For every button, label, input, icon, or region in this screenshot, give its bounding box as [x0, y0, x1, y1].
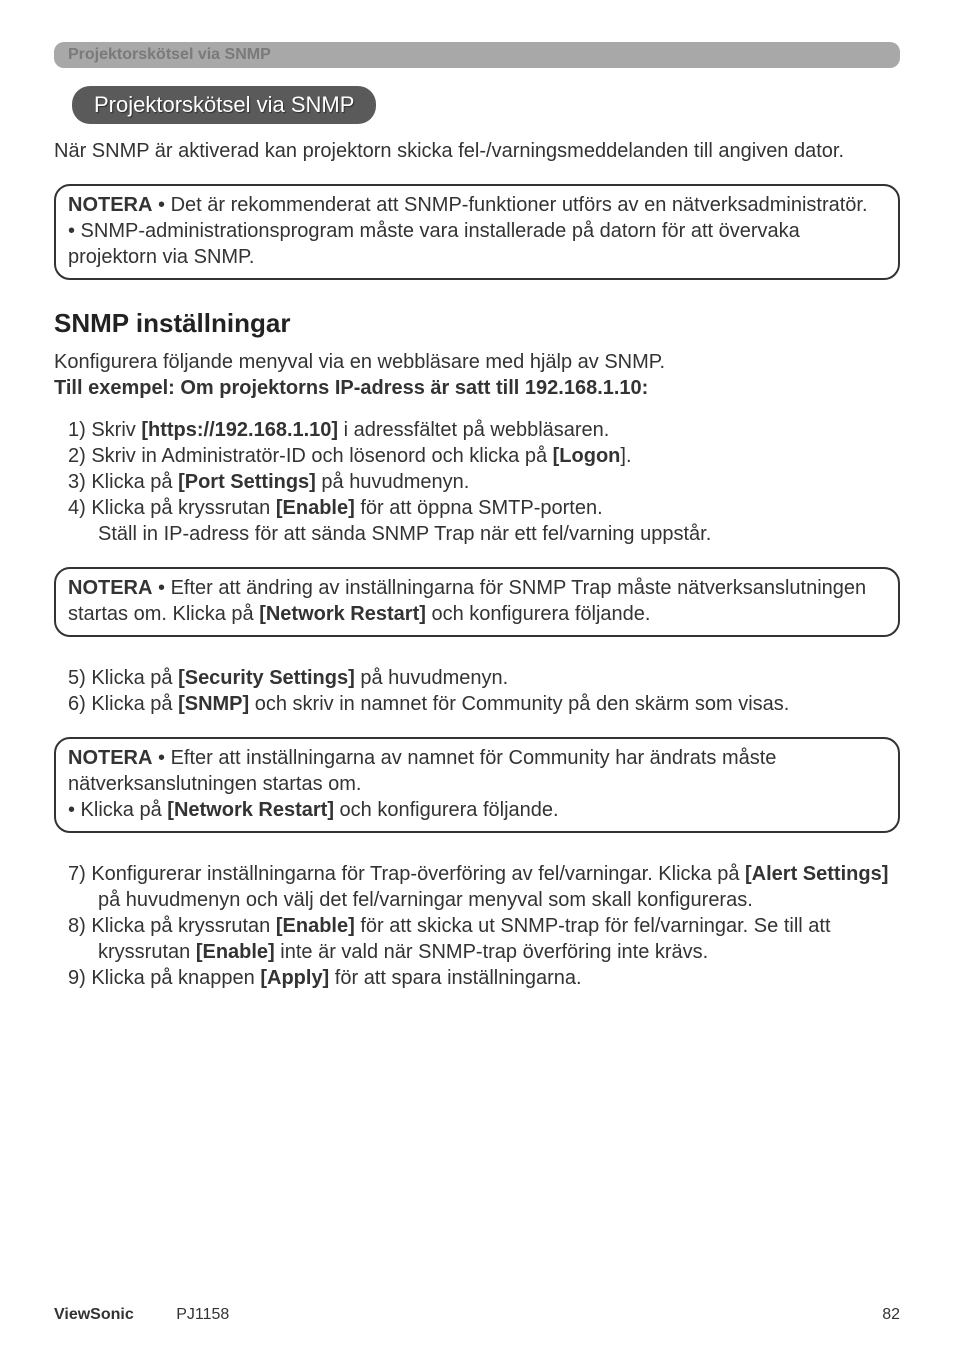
note3-line2-post: och konfigurera följande. [334, 799, 559, 821]
step-1: 1) Skriv [https://192.168.1.10] i adress… [54, 417, 900, 443]
footer-page-number: 82 [882, 1306, 900, 1324]
step-4-line2: Ställ in IP-adress för att sända SNMP Tr… [54, 521, 900, 547]
section-heading: SNMP inställningar [54, 308, 900, 339]
config-intro: Konfigurera följande menyval via en webb… [54, 351, 665, 373]
note-box-1: NOTERA • Det är rekommenderat att SNMP-f… [54, 184, 900, 280]
footer-model: PJ1158 [176, 1306, 229, 1323]
step-9: 9) Klicka på knappen [Apply] för att spa… [54, 965, 900, 991]
note3-line2-pre: • Klicka på [68, 799, 167, 821]
step-5: 5) Klicka på [Security Settings] på huvu… [54, 665, 900, 691]
config-block: Konfigurera följande menyval via en webb… [54, 349, 900, 401]
pill-title: Projektorskötsel via SNMP [72, 86, 376, 124]
note3-line2-bold: [Network Restart] [167, 799, 334, 821]
note2-post: och konfigurera följande. [426, 603, 651, 625]
note1-bullet1: • Det är rekommenderat att SNMP-funktion… [152, 194, 867, 216]
config-example: Till exempel: Om projektorns IP-adress ä… [54, 377, 648, 399]
step-4: 4) Klicka på kryssrutan [Enable] för att… [54, 495, 900, 521]
note1-bullet2: • SNMP-administrationsprogram måste vara… [68, 220, 800, 268]
intro-text: När SNMP är aktiverad kan projektorn ski… [54, 138, 900, 164]
note3-line1: • Efter att inställningarna av namnet fö… [68, 747, 776, 795]
pill-title-wrap: Projektorskötsel via SNMP [72, 86, 900, 124]
note-label: NOTERA [68, 577, 152, 599]
steps-7-9: 7) Konfigurerar inställningarna för Trap… [54, 861, 900, 991]
header-bar: Projektorskötsel via SNMP [54, 42, 900, 68]
step-7: 7) Konfigurerar inställningarna för Trap… [54, 861, 900, 913]
note-label: NOTERA [68, 194, 152, 216]
step-2: 2) Skriv in Administratör-ID och lösenor… [54, 443, 900, 469]
step-6: 6) Klicka på [SNMP] och skriv in namnet … [54, 691, 900, 717]
note-box-2: NOTERA • Efter att ändring av inställnin… [54, 567, 900, 637]
note-box-3: NOTERA • Efter att inställningarna av na… [54, 737, 900, 833]
footer: ViewSonic PJ1158 82 [54, 1306, 900, 1324]
note-label: NOTERA [68, 747, 152, 769]
step-8: 8) Klicka på kryssrutan [Enable] för att… [54, 913, 900, 965]
steps-1-4: 1) Skriv [https://192.168.1.10] i adress… [54, 417, 900, 547]
step-3: 3) Klicka på [Port Settings] på huvudmen… [54, 469, 900, 495]
steps-5-6: 5) Klicka på [Security Settings] på huvu… [54, 665, 900, 717]
note2-bold: [Network Restart] [259, 603, 426, 625]
footer-brand: ViewSonic [54, 1306, 134, 1323]
footer-left: ViewSonic PJ1158 [54, 1306, 229, 1324]
header-bar-text: Projektorskötsel via SNMP [68, 46, 271, 63]
